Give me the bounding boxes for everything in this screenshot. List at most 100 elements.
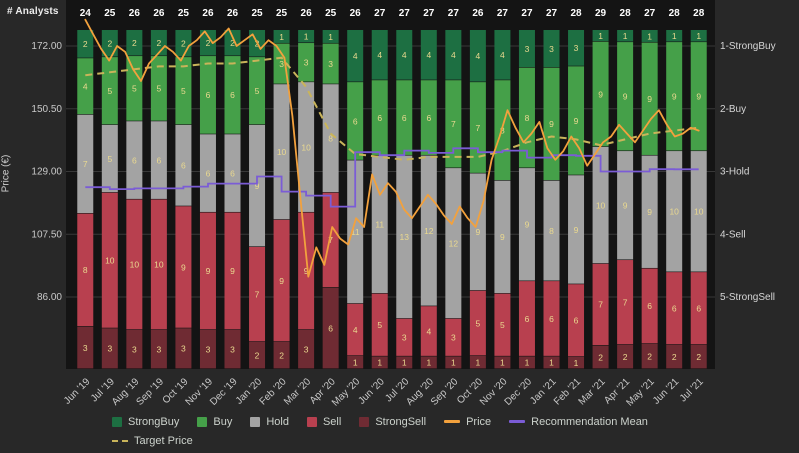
- bar-segment-strongbuy[interactable]: [469, 30, 486, 82]
- bar-segment-strongsell[interactable]: [420, 356, 437, 369]
- bar-segment-strongsell[interactable]: [77, 326, 94, 369]
- bar-segment-buy[interactable]: [396, 80, 413, 155]
- bar-segment-strongsell[interactable]: [273, 341, 290, 369]
- bar-segment-sell[interactable]: [150, 199, 167, 330]
- bar-segment-strongbuy[interactable]: [371, 30, 388, 80]
- bar-segment-strongsell[interactable]: [641, 343, 658, 369]
- bar-segment-sell[interactable]: [690, 272, 707, 345]
- bar-segment-strongbuy[interactable]: [518, 30, 535, 68]
- bar-segment-hold[interactable]: [77, 114, 94, 214]
- bar-segment-hold[interactable]: [543, 180, 560, 281]
- bar-segment-sell[interactable]: [420, 306, 437, 356]
- bar-segment-hold[interactable]: [175, 124, 192, 206]
- bar-segment-strongsell[interactable]: [494, 356, 511, 369]
- bar-segment-strongsell[interactable]: [298, 329, 315, 369]
- bar-segment-buy[interactable]: [666, 42, 683, 151]
- bar-segment-strongbuy[interactable]: [420, 30, 437, 80]
- bar-segment-strongsell[interactable]: [199, 329, 216, 369]
- bar-segment-sell[interactable]: [322, 192, 339, 288]
- bar-segment-hold[interactable]: [273, 84, 290, 220]
- bar-segment-buy[interactable]: [199, 56, 216, 134]
- bar-segment-hold[interactable]: [420, 155, 437, 306]
- bar-segment-hold[interactable]: [518, 168, 535, 281]
- bar-segment-strongsell[interactable]: [568, 356, 585, 369]
- bar-segment-buy[interactable]: [469, 82, 486, 173]
- bar-segment-sell[interactable]: [666, 272, 683, 345]
- bar-segment-buy[interactable]: [224, 56, 241, 134]
- bar-segment-strongbuy[interactable]: [568, 30, 585, 66]
- bar-segment-hold[interactable]: [445, 168, 462, 319]
- bar-segment-sell[interactable]: [101, 192, 118, 328]
- bar-segment-hold[interactable]: [592, 146, 609, 264]
- bar-segment-strongsell[interactable]: [322, 287, 339, 369]
- bar-segment-strongbuy[interactable]: [666, 30, 683, 42]
- bar-segment-sell[interactable]: [396, 318, 413, 356]
- bar-segment-sell[interactable]: [298, 212, 315, 330]
- bar-segment-sell[interactable]: [126, 199, 143, 330]
- bar-segment-strongbuy[interactable]: [77, 30, 94, 58]
- bar-segment-buy[interactable]: [445, 80, 462, 168]
- chart-canvas[interactable]: 3874231055231065231065239652396623966227…: [0, 0, 799, 410]
- bar-segment-sell[interactable]: [568, 284, 585, 357]
- bar-segment-hold[interactable]: [298, 82, 315, 212]
- bar-segment-strongbuy[interactable]: [298, 30, 315, 43]
- bar-segment-buy[interactable]: [690, 42, 707, 151]
- bar-segment-hold[interactable]: [690, 151, 707, 272]
- bar-segment-strongbuy[interactable]: [322, 30, 339, 43]
- bar-segment-hold[interactable]: [641, 155, 658, 268]
- bar-segment-strongbuy[interactable]: [617, 30, 634, 42]
- bar-segment-strongbuy[interactable]: [494, 30, 511, 80]
- bar-segment-buy[interactable]: [77, 58, 94, 115]
- bar-segment-strongbuy[interactable]: [690, 30, 707, 42]
- bar-segment-buy[interactable]: [175, 57, 192, 125]
- bar-segment-sell[interactable]: [77, 213, 94, 327]
- bar-segment-hold[interactable]: [224, 134, 241, 212]
- bar-segment-hold[interactable]: [568, 175, 585, 284]
- bar-segment-strongsell[interactable]: [666, 344, 683, 369]
- bar-segment-strongbuy[interactable]: [224, 30, 241, 56]
- target-price-line[interactable]: [85, 56, 699, 161]
- bar-segment-buy[interactable]: [543, 67, 560, 181]
- bar-segment-buy[interactable]: [126, 56, 143, 121]
- legend-item-recommendation-mean[interactable]: Recommendation Mean: [509, 416, 648, 428]
- bar-segment-strongsell[interactable]: [518, 356, 535, 369]
- bar-segment-buy[interactable]: [298, 43, 315, 82]
- bar-segment-strongbuy[interactable]: [641, 30, 658, 42]
- bar-segment-sell[interactable]: [273, 219, 290, 342]
- bar-segment-buy[interactable]: [249, 57, 266, 125]
- bar-segment-sell[interactable]: [543, 281, 560, 356]
- bar-segment-strongsell[interactable]: [224, 329, 241, 369]
- legend-item-buy[interactable]: Buy: [197, 416, 232, 428]
- price-line[interactable]: [84, 18, 700, 278]
- bar-segment-hold[interactable]: [101, 124, 118, 193]
- bar-segment-hold[interactable]: [396, 155, 413, 319]
- bar-segment-strongbuy[interactable]: [199, 30, 216, 56]
- bar-segment-buy[interactable]: [101, 57, 118, 125]
- bar-segment-sell[interactable]: [617, 260, 634, 345]
- bar-segment-strongsell[interactable]: [150, 329, 167, 369]
- bar-segment-hold[interactable]: [126, 121, 143, 199]
- bar-segment-strongbuy[interactable]: [347, 30, 364, 82]
- bar-segment-strongsell[interactable]: [617, 344, 634, 369]
- bar-segment-strongsell[interactable]: [592, 345, 609, 369]
- bar-segment-strongbuy[interactable]: [543, 30, 560, 68]
- bar-segment-strongbuy[interactable]: [273, 30, 290, 43]
- bar-segment-buy[interactable]: [617, 42, 634, 151]
- bar-segment-strongbuy[interactable]: [445, 30, 462, 80]
- bar-segment-buy[interactable]: [568, 66, 585, 175]
- bar-segment-strongbuy[interactable]: [126, 30, 143, 56]
- bar-segment-sell[interactable]: [371, 293, 388, 356]
- legend-item-strongbuy[interactable]: StrongBuy: [112, 416, 179, 428]
- bar-segment-sell[interactable]: [641, 268, 658, 344]
- legend-item-price[interactable]: Price: [444, 416, 491, 428]
- bar-segment-strongsell[interactable]: [126, 329, 143, 369]
- bar-segment-strongbuy[interactable]: [101, 30, 118, 57]
- bar-segment-sell[interactable]: [494, 293, 511, 356]
- bar-segment-hold[interactable]: [347, 160, 364, 304]
- bar-segment-buy[interactable]: [371, 80, 388, 155]
- bar-segment-strongbuy[interactable]: [396, 30, 413, 80]
- bar-segment-hold[interactable]: [199, 134, 216, 212]
- bar-segment-strongsell[interactable]: [249, 341, 266, 369]
- bar-segment-buy[interactable]: [592, 41, 609, 147]
- bar-segment-buy[interactable]: [420, 80, 437, 155]
